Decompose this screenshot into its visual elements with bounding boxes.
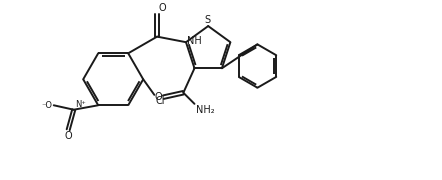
Text: O: O bbox=[159, 3, 166, 13]
Text: S: S bbox=[204, 15, 210, 25]
Text: NH₂: NH₂ bbox=[195, 105, 214, 115]
Text: ⁻O: ⁻O bbox=[42, 101, 53, 110]
Text: N⁺: N⁺ bbox=[75, 100, 86, 109]
Text: O: O bbox=[155, 92, 162, 102]
Text: Cl: Cl bbox=[156, 96, 165, 106]
Text: NH: NH bbox=[187, 36, 202, 46]
Text: O: O bbox=[65, 131, 72, 141]
